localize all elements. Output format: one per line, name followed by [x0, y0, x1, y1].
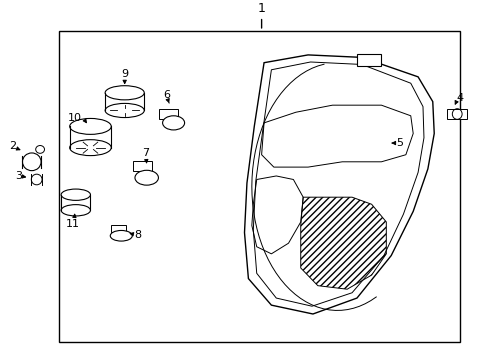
Text: 6: 6 [163, 90, 169, 100]
Bar [159, 109, 178, 119]
Text: 7: 7 [142, 148, 149, 158]
Ellipse shape [61, 204, 90, 216]
Text: 11: 11 [65, 219, 79, 229]
Text: 4: 4 [455, 93, 462, 103]
Text: 9: 9 [121, 69, 128, 78]
Ellipse shape [69, 140, 111, 156]
Ellipse shape [110, 230, 132, 241]
Text: 10: 10 [68, 113, 82, 122]
Ellipse shape [105, 103, 144, 118]
Text: 5: 5 [395, 138, 402, 148]
Bar [447, 109, 466, 119]
Bar [59, 31, 459, 342]
Bar [133, 161, 152, 171]
Text: 2: 2 [9, 141, 16, 151]
Ellipse shape [135, 170, 158, 185]
Bar [111, 225, 126, 231]
Ellipse shape [162, 116, 184, 130]
Text: 1: 1 [257, 2, 265, 15]
Text: 3: 3 [15, 171, 22, 181]
Bar [356, 54, 381, 66]
Text: 8: 8 [134, 230, 142, 240]
